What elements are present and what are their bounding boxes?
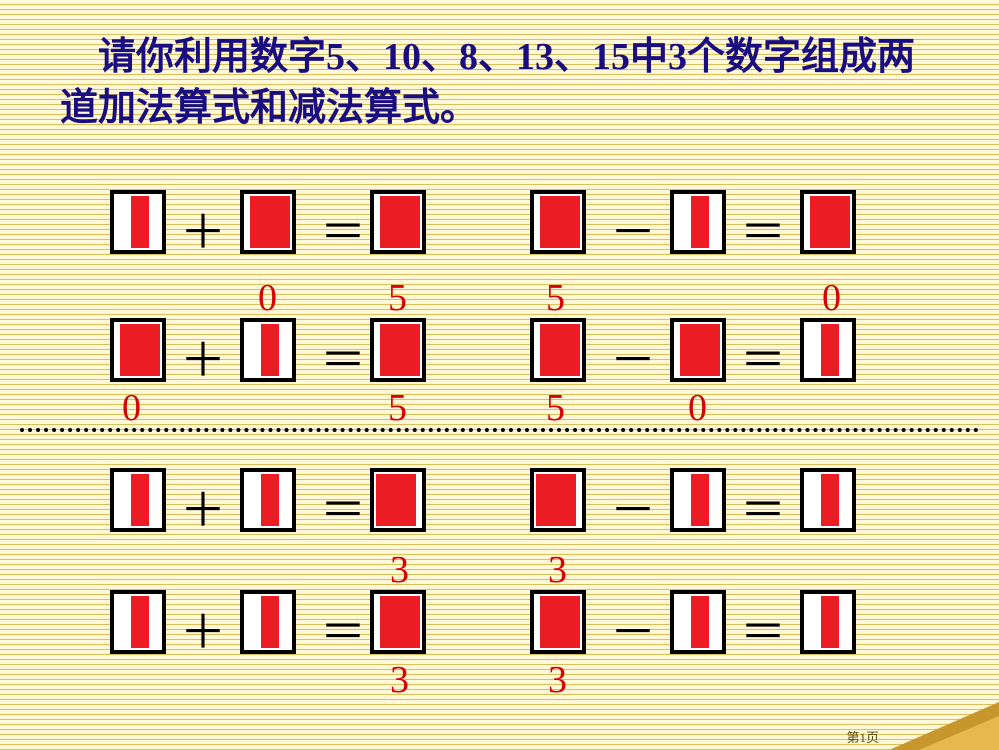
number-box: [240, 190, 296, 254]
red-cover: [261, 324, 279, 376]
red-cover: [540, 596, 580, 648]
number-box: [370, 590, 426, 654]
red-cover: [120, 324, 160, 376]
revealed-digit: 0: [122, 386, 141, 430]
operator: ＝: [320, 596, 366, 662]
revealed-digit: 5: [546, 276, 565, 320]
red-cover: [380, 596, 420, 648]
operator: ＝: [320, 324, 366, 390]
red-cover: [691, 196, 709, 248]
red-cover: [131, 196, 149, 248]
red-cover: [821, 324, 839, 376]
number-box: [670, 318, 726, 382]
red-cover: [380, 324, 420, 376]
operator: ＋: [180, 596, 226, 662]
revealed-digit: 0: [258, 276, 277, 320]
red-cover: [131, 596, 149, 648]
red-cover: [131, 474, 149, 526]
number-box: [370, 468, 426, 532]
red-cover: [540, 324, 580, 376]
number-box: [800, 318, 856, 382]
number-box: [800, 190, 856, 254]
number-box: [110, 190, 166, 254]
number-box: [670, 468, 726, 532]
number-box: [240, 318, 296, 382]
number-box: [800, 468, 856, 532]
dotted-separator: [20, 428, 979, 432]
red-cover: [691, 474, 709, 526]
operator: －: [610, 324, 656, 390]
number-box: [800, 590, 856, 654]
operator: ＋: [180, 474, 226, 540]
operator: ＝: [740, 196, 786, 262]
number-box: [240, 590, 296, 654]
number-box: [110, 590, 166, 654]
revealed-digit: 3: [548, 658, 567, 702]
number-box: [530, 468, 586, 532]
revealed-digit: 0: [822, 276, 841, 320]
red-cover: [536, 474, 576, 526]
number-box: [110, 468, 166, 532]
number-box: [370, 190, 426, 254]
number-box: [670, 590, 726, 654]
red-cover: [250, 196, 290, 248]
operator: ＋: [180, 196, 226, 262]
page-curl: [859, 690, 999, 750]
operator: －: [610, 196, 656, 262]
operator: ＝: [320, 196, 366, 262]
number-box: [370, 318, 426, 382]
number-box: [530, 190, 586, 254]
revealed-digit: 3: [390, 658, 409, 702]
red-cover: [821, 596, 839, 648]
headline-text: 请你利用数字5、10、8、13、15中3个数字组成两道加法算式和减法算式。: [60, 32, 940, 135]
number-box: [110, 318, 166, 382]
red-cover: [680, 324, 720, 376]
red-cover: [380, 196, 420, 248]
red-cover: [810, 196, 850, 248]
operator: ＝: [320, 474, 366, 540]
revealed-digit: 3: [390, 548, 409, 592]
operator: －: [610, 474, 656, 540]
red-cover: [691, 596, 709, 648]
number-box: [670, 190, 726, 254]
red-cover: [261, 596, 279, 648]
page-number: 第1页: [846, 727, 879, 746]
revealed-digit: 5: [388, 276, 407, 320]
number-box: [530, 318, 586, 382]
revealed-digit: 3: [548, 548, 567, 592]
operator: ＋: [180, 324, 226, 390]
operator: ＝: [740, 474, 786, 540]
operator: ＝: [740, 596, 786, 662]
red-cover: [261, 474, 279, 526]
operator: －: [610, 596, 656, 662]
revealed-digit: 5: [546, 386, 565, 430]
number-box: [240, 468, 296, 532]
operator: ＝: [740, 324, 786, 390]
number-box: [530, 590, 586, 654]
revealed-digit: 0: [688, 386, 707, 430]
red-cover: [376, 474, 416, 526]
red-cover: [821, 474, 839, 526]
revealed-digit: 5: [388, 386, 407, 430]
red-cover: [540, 196, 580, 248]
